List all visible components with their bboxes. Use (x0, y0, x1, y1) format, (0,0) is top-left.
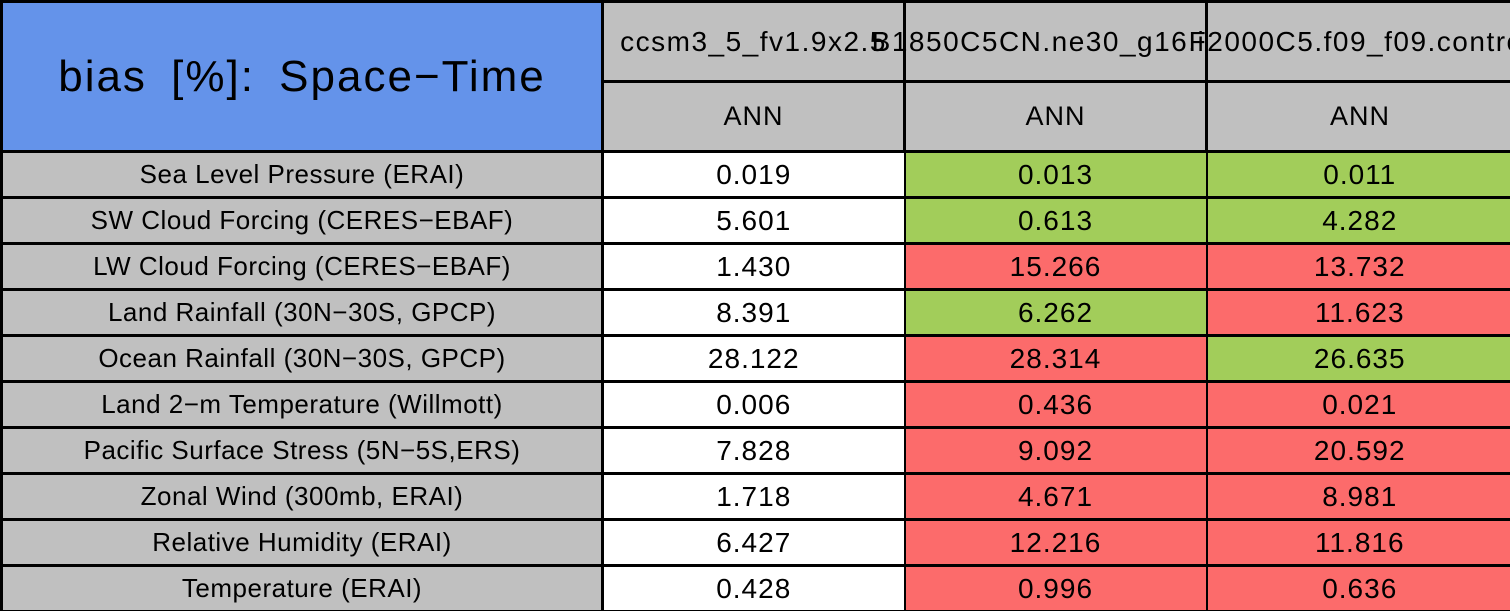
value-cell: 0.013 (903, 150, 1208, 199)
value-cell: 0.436 (903, 380, 1208, 429)
value-cell: 0.019 (601, 150, 906, 199)
row-label: Ocean Rainfall (30N−30S, GPCP) (0, 334, 604, 383)
table-row: Relative Humidity (ERAI) 6.427 12.216 11… (0, 518, 1510, 567)
model-header-cell: F2000C5.f09_f09.control (1189, 0, 1510, 83)
value-cell: 6.262 (903, 288, 1208, 337)
row-label: Land 2−m Temperature (Willmott) (0, 380, 604, 429)
table-row: Land 2−m Temperature (Willmott) 0.006 0.… (0, 380, 1510, 429)
model-name-3: F2000C5.f09_f09.control (1188, 25, 1510, 57)
table-title: bias [%]: Space−Time (0, 0, 604, 153)
season-header: ANN (601, 80, 906, 153)
table-row: SW Cloud Forcing (CERES−EBAF) 5.601 0.61… (0, 196, 1510, 245)
value-cell: 0.006 (601, 380, 906, 429)
value-cell: 0.996 (903, 564, 1208, 611)
row-label: Sea Level Pressure (ERAI) (0, 150, 604, 199)
value-cell: 11.623 (1205, 288, 1510, 337)
row-label: LW Cloud Forcing (CERES−EBAF) (0, 242, 604, 291)
value-cell: 6.427 (601, 518, 906, 567)
season-header: ANN (1205, 80, 1510, 153)
value-cell: 28.122 (601, 334, 906, 383)
model-header-cell: B1850C5CN.ne30_g16.init (872, 0, 1238, 83)
value-cell: 8.981 (1205, 472, 1510, 521)
row-label: Zonal Wind (300mb, ERAI) (0, 472, 604, 521)
model-header-cell: ccsm3_5_fv1.9x2.5 (601, 0, 906, 83)
value-cell: 0.613 (903, 196, 1208, 245)
value-cell: 4.282 (1205, 196, 1510, 245)
value-cell: 0.021 (1205, 380, 1510, 429)
value-cell: 8.391 (601, 288, 906, 337)
model-name-2: B1850C5CN.ne30_g16.init (871, 25, 1240, 57)
value-cell: 0.636 (1205, 564, 1510, 611)
value-cell: 11.816 (1205, 518, 1510, 567)
table-row: LW Cloud Forcing (CERES−EBAF) 1.430 15.2… (0, 242, 1510, 291)
value-cell: 20.592 (1205, 426, 1510, 475)
value-cell: 0.428 (601, 564, 906, 611)
value-cell: 12.216 (903, 518, 1208, 567)
table-row: Ocean Rainfall (30N−30S, GPCP) 28.122 28… (0, 334, 1510, 383)
table-row: Sea Level Pressure (ERAI) 0.019 0.013 0.… (0, 150, 1510, 199)
row-label: Land Rainfall (30N−30S, GPCP) (0, 288, 604, 337)
season-header-row: ANN ANN ANN (2, 80, 1510, 153)
value-cell: 28.314 (903, 334, 1208, 383)
row-label: Pacific Surface Stress (5N−5S,ERS) (0, 426, 604, 475)
value-cell: 5.601 (601, 196, 906, 245)
value-cell: 1.430 (601, 242, 906, 291)
table-row: Land Rainfall (30N−30S, GPCP) 8.391 6.26… (0, 288, 1510, 337)
table-row: Temperature (ERAI) 0.428 0.996 0.636 (0, 564, 1510, 611)
value-cell: 9.092 (903, 426, 1208, 475)
value-cell: 0.011 (1205, 150, 1510, 199)
row-label: Temperature (ERAI) (0, 564, 604, 611)
value-cell: 7.828 (601, 426, 906, 475)
value-cell: 26.635 (1205, 334, 1510, 383)
table-row: Pacific Surface Stress (5N−5S,ERS) 7.828… (0, 426, 1510, 475)
value-cell: 1.718 (601, 472, 906, 521)
model-name-1: ccsm3_5_fv1.9x2.5 (620, 25, 887, 57)
value-cell: 4.671 (903, 472, 1208, 521)
model-header-row: bias [%]: Space−Time ccsm3_5_fv1.9x2.5 B… (0, 0, 1510, 153)
row-label: SW Cloud Forcing (CERES−EBAF) (0, 196, 604, 245)
value-cell: 13.732 (1205, 242, 1510, 291)
value-cell: 15.266 (903, 242, 1208, 291)
row-label: Relative Humidity (ERAI) (0, 518, 604, 567)
table-row: Zonal Wind (300mb, ERAI) 1.718 4.671 8.9… (0, 472, 1510, 521)
season-header: ANN (903, 80, 1208, 153)
